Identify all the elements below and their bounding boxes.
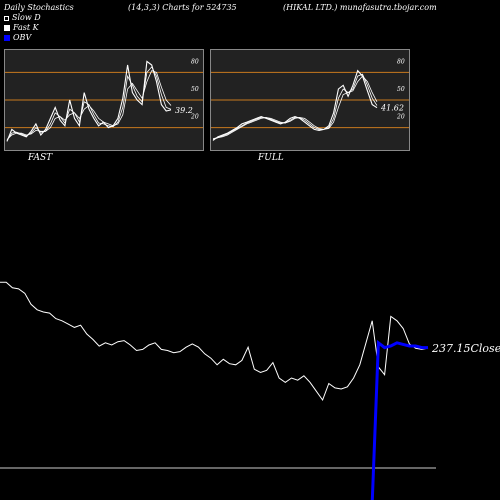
stochastic-line-1 [212,73,378,140]
legend-label: Slow D [12,13,41,22]
chart-title: Daily Stochastics [4,3,74,12]
stochastic-line-0 [212,69,378,141]
full-panel-label: FULL [258,153,284,163]
stochastic-line-2 [212,75,378,139]
last-value-label: 41.62 [380,104,404,113]
full-stochastic-plot: 20 50 80 41.62 [211,58,409,141]
level-label: 20 [396,114,405,121]
level-label: 20 [190,114,199,121]
level-label: 80 [397,58,405,65]
level-label: 80 [191,58,199,65]
legend-label: OBV [13,33,32,42]
legend-item-obv: OBV [4,33,41,43]
legend-item-fast-k: Fast K [4,23,41,33]
close-value-label: 237.15Close [431,342,500,355]
last-value-label: 39.2 [175,106,193,115]
company-name: (HIKAL LTD.) munafasutra.tbojar.com [283,3,437,12]
fast-stochastic-plot: 20 50 80 39.2 [5,58,203,142]
level-label: 50 [191,86,199,93]
close-price-line [0,281,429,402]
full-stochastic-panel: 20 50 80 41.62 [210,49,410,151]
slow-d-swatch [4,15,9,21]
legend: Slow D Fast K OBV [4,13,41,43]
level-label: 50 [397,86,405,93]
legend-item-slow-d: Slow D [4,13,41,23]
stochastic-line-2 [6,70,172,140]
stochastic-line-1 [6,66,172,141]
legend-label: Fast K [13,23,39,32]
fast-stochastic-panel: 20 50 80 39.2 [4,49,204,151]
obv-line [370,339,428,500]
fast-panel-label: FAST [28,153,53,163]
chart-params: (14,3,3) Charts for 524735 [128,3,237,12]
fast-k-swatch [4,25,10,31]
obv-swatch [4,35,10,41]
price-obv-plot: 237.15Close [0,281,500,500]
